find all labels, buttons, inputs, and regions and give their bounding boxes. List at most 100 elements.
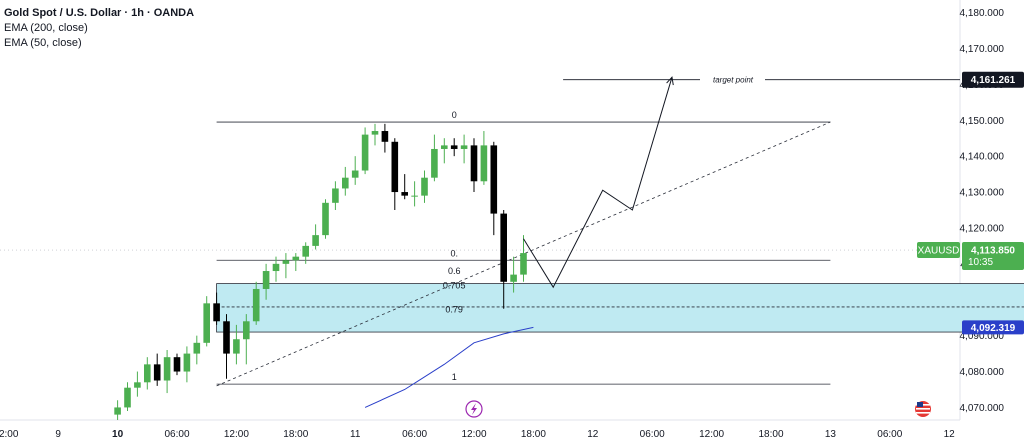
x-tick-label: 12:00 [699,429,724,440]
candles [114,123,527,420]
indicator-ema-50[interactable]: EMA (50, close) [4,37,82,49]
candle [124,382,131,412]
candle [332,181,339,210]
lightning-icon[interactable] [465,400,483,418]
candle-body [431,148,438,178]
fib-level-label: 0.6 [448,266,461,276]
symbol-title[interactable]: Gold Spot / U.S. Dollar · 1h · OANDA [4,7,195,19]
candle [470,138,478,193]
y-tick-label: 4,120.000 [960,223,1005,234]
candle [173,353,181,376]
candle [460,134,468,164]
candle-body [292,256,300,261]
candle-body [510,274,517,282]
candle [223,314,230,379]
candle-body [203,303,210,343]
us-flag-icon[interactable] [915,401,931,417]
y-tick-label: 4,080.000 [960,367,1005,378]
x-tick-label: 12 [587,429,599,440]
candle [312,224,319,250]
x-tick-label: 12:00 [224,429,249,440]
candle [272,256,280,282]
candle-body [183,353,191,372]
chart-legend: Gold Spot / U.S. Dollar · 1h · OANDA EMA… [4,6,194,51]
x-tick-label: 11 [350,429,361,440]
candle [500,210,507,309]
candle-body [223,321,230,354]
candle [153,353,161,386]
candle-body [114,407,121,415]
us-flag-canton [917,402,923,407]
y-tick-label: 4,090.000 [960,331,1005,342]
candle [421,170,428,203]
candle [282,253,290,279]
x-tick-label: 18:00 [283,429,308,440]
candle [302,242,309,264]
candle [163,350,171,394]
candle [213,292,220,325]
candle-body [262,271,270,289]
candle [144,357,151,390]
x-tick-label: 06:00 [877,429,902,440]
candle [243,314,250,365]
candle-body [500,213,507,282]
candle-body [153,364,161,381]
candle-body [193,342,201,354]
lightning-icon-glyph [471,403,477,415]
candle [292,253,300,272]
candle [480,131,488,185]
candle [431,134,438,182]
fib-level-label: 0.79 [445,305,463,315]
candle-body [124,387,131,408]
x-tick-label: 2:00 [0,429,19,440]
candle-body [163,357,171,381]
fib-level-label: 0.705 [443,281,466,291]
ema-price-badge [962,320,1024,335]
x-tick-label: 10 [112,429,124,440]
candle [252,281,260,325]
candle [351,156,359,185]
candle-body [312,235,319,246]
candle-body [332,188,339,203]
candle [114,400,121,420]
projection-arrowhead [666,76,674,86]
candle [520,235,527,282]
fib-level-label: 1 [452,372,457,382]
candle-body [411,195,418,197]
candle-body [213,303,220,322]
ema-50-line [364,326,534,408]
candle-body [243,321,250,340]
x-tick-label: 18:00 [521,429,546,440]
candle [193,335,201,365]
fib-level-label: 0 [452,110,457,120]
us-flag-stripe [916,408,930,410]
candle [183,346,191,383]
candle-body [134,382,141,388]
candle-body [401,192,408,196]
indicator-ema-200[interactable]: EMA (200, close) [4,22,88,34]
candle [411,181,418,207]
candle-body [470,145,478,182]
candle [134,371,141,397]
candle-body [282,260,290,264]
candle-body [450,145,458,149]
candle-body [460,145,468,149]
candle [401,174,408,200]
symbol-badge [917,242,960,259]
candle-body [391,141,399,193]
candle [203,296,210,347]
candle-body [302,245,309,257]
x-tick-label: 06:00 [640,429,665,440]
candle [381,123,389,153]
x-tick-label: 9 [55,429,61,440]
candle-body [520,253,527,275]
y-tick-label: 4,180.000 [960,8,1005,19]
candle-body [441,145,448,149]
candle [450,138,458,157]
candle-body [351,170,359,178]
candle-body [173,357,181,372]
candle-body [371,131,379,135]
demand-zone [216,283,1024,333]
